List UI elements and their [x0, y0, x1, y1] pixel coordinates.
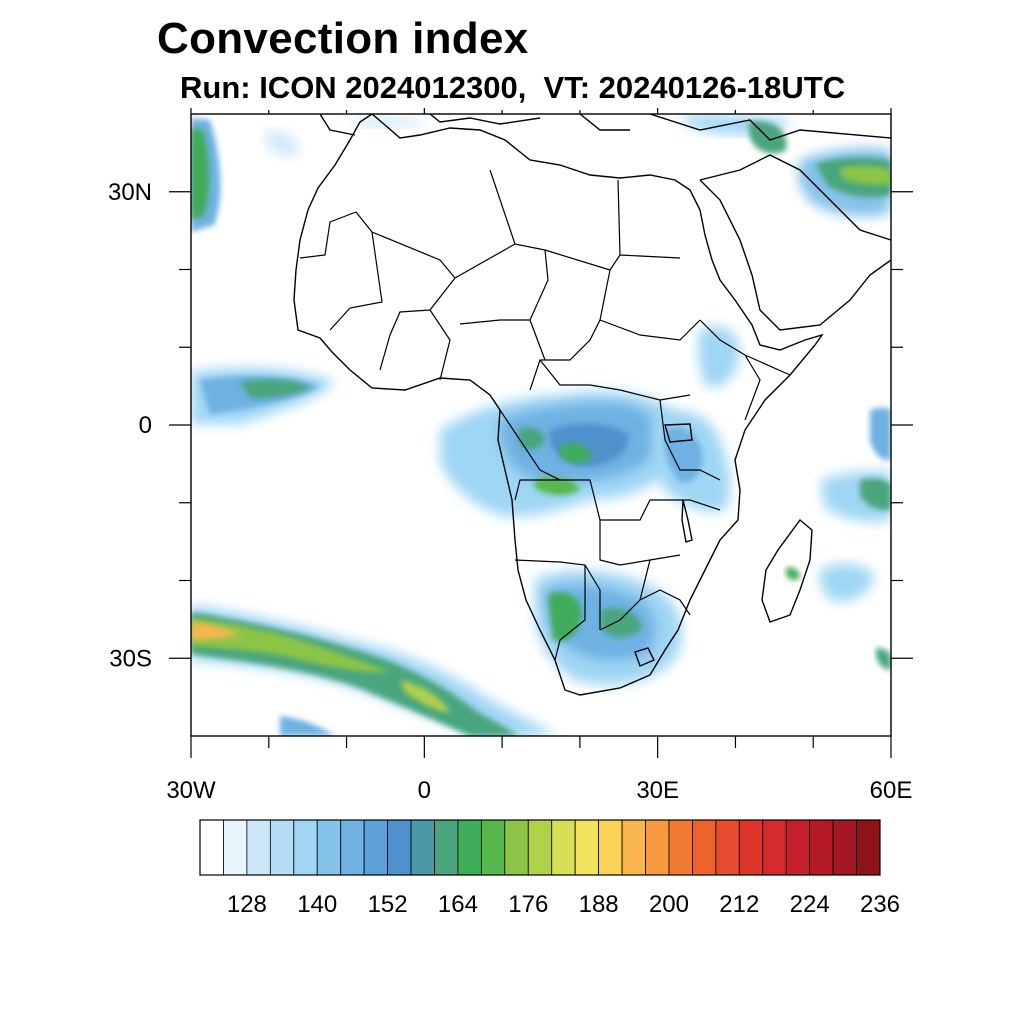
- colorbar-swatch: [527, 819, 553, 876]
- colorbar-swatch: [199, 819, 224, 876]
- field-east-africa: [651, 326, 740, 512]
- colorbar-frame: [199, 819, 881, 876]
- colorbar-swatch: [762, 819, 787, 876]
- field-congo-basin: [440, 391, 685, 517]
- colorbar-swatch: [785, 819, 811, 876]
- colorbar-label: 224: [790, 891, 830, 918]
- africa-coastline: [293, 114, 824, 696]
- colorbar-label: 176: [508, 891, 548, 918]
- country-borders: [299, 169, 791, 661]
- colorbar-swatch: [692, 819, 717, 876]
- convection-field: [191, 115, 891, 736]
- field-equatorial-atlantic: [191, 367, 335, 424]
- y-tick-label: 30N: [108, 179, 152, 206]
- colorbar-swatch: [269, 819, 295, 876]
- colorbar: 128 140 152 164 176 188 200 212 224 236: [199, 819, 900, 918]
- field-mediterranean: [350, 115, 790, 154]
- y-tick-labels: 30N 0 30S: [108, 179, 152, 673]
- colorbar-swatch: [668, 819, 693, 876]
- colorbar-label: 200: [649, 891, 689, 918]
- y-tick-label: 0: [139, 412, 152, 439]
- colorbar-swatch: [504, 819, 529, 876]
- colorbar-swatch: [480, 819, 506, 876]
- arabia-coastline: [699, 154, 891, 331]
- colorbar-swatch: [645, 819, 670, 876]
- colorbar-swatch: [551, 819, 576, 876]
- colorbar-swatch: [598, 819, 623, 876]
- run-subtitle: Run: ICON 2024012300, VT: 20240126-18UTC: [180, 70, 846, 105]
- colorbar-swatch: [856, 819, 881, 876]
- field-south-atlantic-front: [191, 605, 560, 736]
- lake-victoria: [664, 423, 693, 443]
- colorbar-swatch: [293, 819, 318, 876]
- colorbar-swatch: [363, 819, 388, 876]
- field-indian-ocean: [786, 407, 891, 670]
- colorbar-label: 128: [227, 891, 267, 918]
- lesotho-border: [634, 647, 655, 667]
- x-tick-labels: 30W 0 30E 60E: [166, 777, 912, 804]
- lake-malawi: [681, 499, 693, 543]
- colorbar-swatch: [223, 819, 248, 876]
- colorbar-swatch: [621, 819, 646, 876]
- x-tick-label: 30W: [166, 777, 216, 804]
- europe-coastline: [319, 114, 891, 141]
- colorbar-swatch: [340, 819, 365, 876]
- colorbar-swatch: [246, 819, 271, 876]
- colorbar-label: 140: [297, 891, 337, 918]
- map-axes: [169, 108, 913, 758]
- y-tick-label: 30S: [109, 645, 152, 672]
- colorbar-swatch: [457, 819, 482, 876]
- colorbar-swatch: [809, 819, 834, 876]
- colorbar-swatch: [832, 819, 857, 876]
- colorbar-label: 212: [719, 891, 759, 918]
- colorbar-label: 152: [368, 891, 408, 918]
- x-tick-label: 60E: [870, 777, 913, 804]
- x-tick-label: 0: [418, 777, 431, 804]
- colorbar-swatch: [387, 819, 412, 876]
- colorbar-label: 188: [579, 891, 619, 918]
- coastlines: [293, 114, 891, 696]
- x-tick-label: 30E: [636, 777, 679, 804]
- field-persian-gulf: [798, 148, 891, 217]
- colorbar-label: 236: [860, 891, 900, 918]
- colorbar-label: 164: [438, 891, 478, 918]
- colorbar-swatch: [316, 819, 342, 876]
- colorbar-swatch: [434, 819, 459, 876]
- colorbar-swatch: [715, 819, 740, 876]
- colorbar-swatch: [738, 819, 764, 876]
- field-atlantic-west-edge: [191, 118, 299, 232]
- colorbar-swatch: [410, 819, 435, 876]
- page-title: Convection index: [157, 14, 529, 63]
- colorbar-swatch: [574, 819, 600, 876]
- madagascar-coastline: [761, 518, 813, 623]
